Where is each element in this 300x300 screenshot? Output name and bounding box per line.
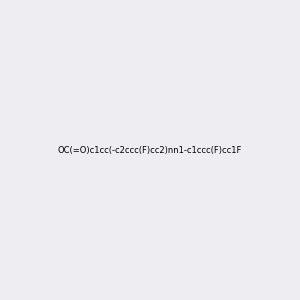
Text: OC(=O)c1cc(-c2ccc(F)cc2)nn1-c1ccc(F)cc1F: OC(=O)c1cc(-c2ccc(F)cc2)nn1-c1ccc(F)cc1F <box>58 146 242 154</box>
